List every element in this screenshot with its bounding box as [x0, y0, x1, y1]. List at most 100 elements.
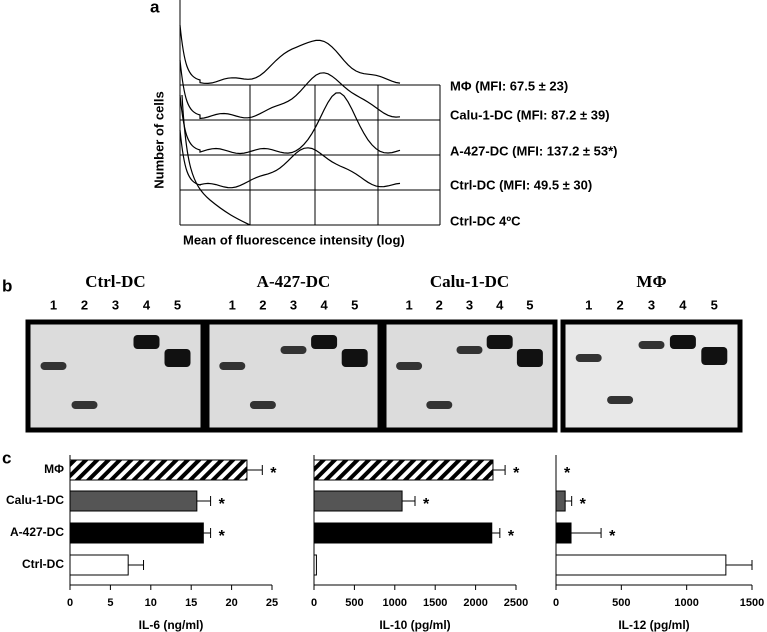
x-axis-label: IL-10 (pg/ml) — [379, 618, 450, 632]
gel-band — [311, 335, 338, 349]
lane-number: 4 — [143, 297, 151, 312]
lane-number: 5 — [711, 297, 718, 312]
gel — [560, 319, 743, 433]
x-tick-label: 1000 — [674, 597, 698, 609]
legend-label: MΦ (MFI: 67.5 ± 23) — [450, 78, 568, 93]
bar — [555, 490, 566, 512]
significance-mark: * — [423, 496, 430, 513]
lane-number: 2 — [259, 297, 266, 312]
x-label: Mean of fluorescence intensity (log) — [183, 232, 405, 247]
x-tick-label: 20 — [225, 597, 237, 609]
lane-number: 4 — [679, 297, 687, 312]
gel-title: Ctrl-DC — [85, 272, 145, 291]
category-label: Calu-1-DC — [6, 493, 64, 507]
category-label: A-427-DC — [10, 525, 64, 539]
bar — [69, 554, 129, 576]
legend-label: Calu-1-DC (MFI: 87.2 ± 39) — [450, 107, 610, 122]
gel-band — [133, 335, 160, 349]
gel-band — [638, 341, 665, 349]
x-tick-label: 5 — [107, 597, 113, 609]
lane-number: 2 — [616, 297, 623, 312]
x-tick-label: 0 — [553, 597, 559, 609]
legend-label: A-427-DC (MFI: 137.2 ± 53*) — [450, 143, 618, 158]
gel-band — [40, 362, 67, 370]
gel-band — [486, 335, 513, 349]
x-tick-label: 10 — [145, 597, 157, 609]
gel-band — [249, 401, 276, 409]
gel-band — [426, 401, 453, 409]
significance-mark: * — [219, 496, 226, 513]
significance-mark: * — [580, 496, 587, 513]
histogram-trace — [179, 129, 401, 189]
panel-a: a Number of cells Mean of fluorescence i… — [150, 0, 618, 247]
lane-number: 3 — [648, 297, 655, 312]
lane-number: 5 — [526, 297, 533, 312]
lane-number: 1 — [585, 297, 592, 312]
gel — [25, 319, 206, 433]
significance-mark: * — [609, 528, 616, 545]
significance-mark: * — [564, 465, 571, 482]
significance-mark: * — [508, 528, 515, 545]
gel-band — [669, 335, 696, 349]
gel-band — [71, 401, 98, 409]
lane-number: 2 — [436, 297, 443, 312]
lane-number: 5 — [351, 297, 358, 312]
bar — [313, 490, 403, 512]
histogram-trace — [179, 92, 401, 155]
gel — [204, 319, 383, 433]
gel-band — [701, 347, 728, 365]
x-tick-label: 2500 — [504, 597, 528, 609]
legend-label: Ctrl-DC 4ºC — [450, 213, 521, 228]
gel-title: MΦ — [636, 272, 666, 291]
significance-mark: * — [513, 465, 520, 482]
gel-band — [607, 396, 634, 404]
x-tick-label: 15 — [185, 597, 197, 609]
x-tick-label: 500 — [612, 597, 630, 609]
gel-band — [396, 362, 423, 370]
lane-number: 3 — [290, 297, 297, 312]
x-tick-label: 0 — [311, 597, 317, 609]
bar — [555, 554, 727, 576]
gel-band — [219, 362, 246, 370]
gel-title: Calu-1-DC — [430, 272, 509, 291]
lane-number: 1 — [229, 297, 236, 312]
bar — [313, 554, 317, 576]
panel-label: a — [150, 0, 160, 16]
bar — [555, 522, 572, 544]
x-tick-label: 1000 — [383, 597, 407, 609]
significance-mark: * — [270, 465, 277, 482]
gel-band — [516, 349, 543, 367]
x-tick-label: 1500 — [423, 597, 447, 609]
x-tick-label: 1500 — [740, 597, 764, 609]
bar — [69, 459, 248, 481]
lane-number: 5 — [174, 297, 181, 312]
lane-number: 1 — [50, 297, 57, 312]
legend-label: Ctrl-DC (MFI: 49.5 ± 30) — [450, 177, 592, 192]
x-axis-label: IL-12 (pg/ml) — [618, 618, 689, 632]
gel-band — [164, 349, 191, 367]
histogram-trace — [179, 59, 401, 120]
gel — [381, 319, 558, 433]
bar — [313, 522, 493, 544]
bar — [313, 459, 494, 481]
category-label: MΦ — [44, 462, 64, 476]
lane-number: 1 — [405, 297, 412, 312]
gel-title: A-427-DC — [257, 272, 331, 291]
lane-number: 2 — [81, 297, 88, 312]
histogram-trace — [181, 94, 251, 226]
panel-label: c — [2, 448, 11, 467]
gel-band — [280, 346, 307, 354]
lane-number: 3 — [466, 297, 473, 312]
x-tick-label: 2000 — [463, 597, 487, 609]
significance-mark: * — [219, 528, 226, 545]
gel-band — [575, 354, 602, 362]
panel-label: b — [2, 276, 12, 295]
lane-number: 3 — [112, 297, 119, 312]
bar — [69, 490, 198, 512]
lane-number: 4 — [496, 297, 504, 312]
category-label: Ctrl-DC — [22, 557, 64, 571]
x-tick-label: 500 — [345, 597, 363, 609]
x-tick-label: 25 — [266, 597, 278, 609]
gel-band — [456, 346, 483, 354]
